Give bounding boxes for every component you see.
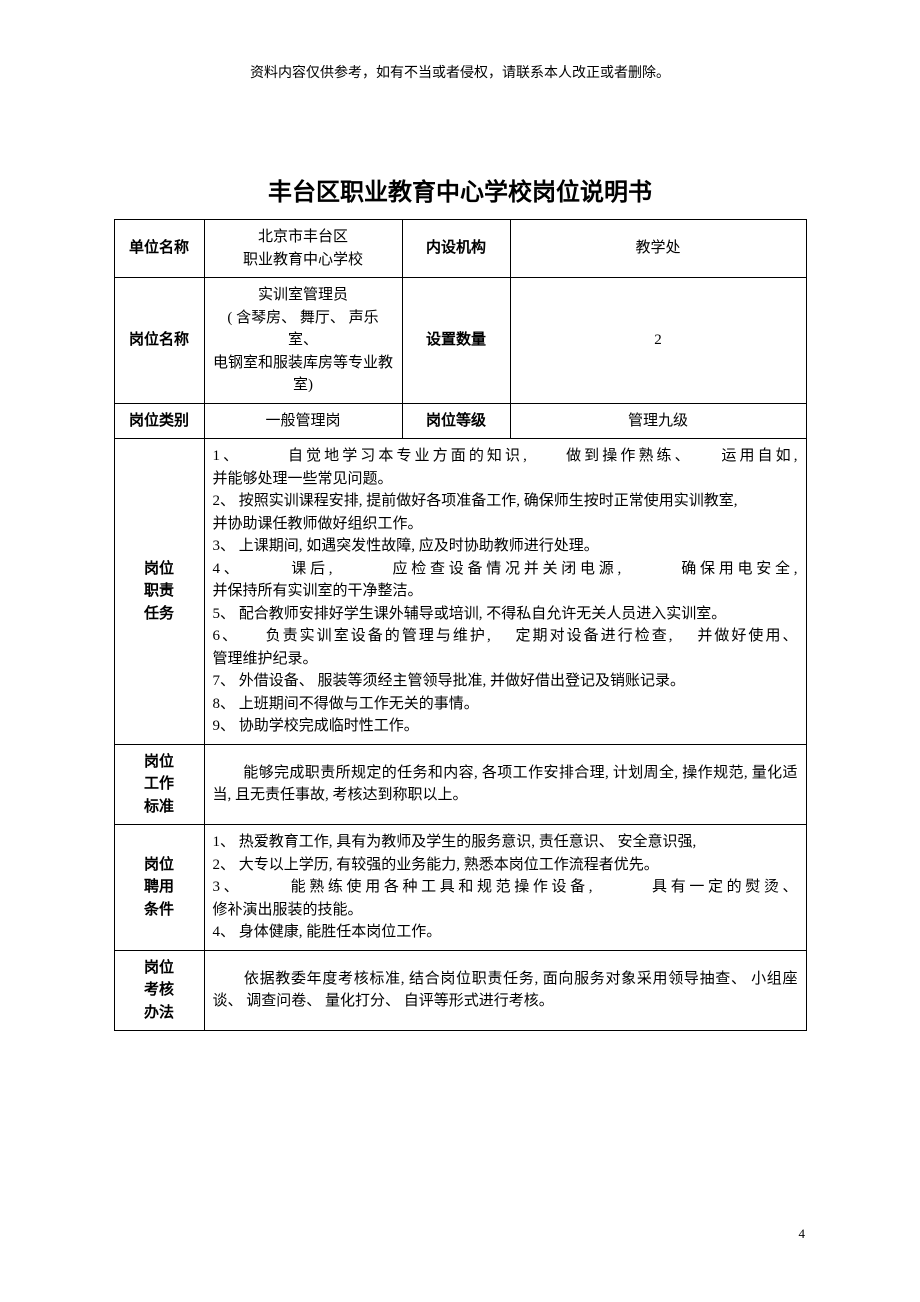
hire-3b: 修补演出服装的技能。 bbox=[213, 899, 798, 922]
duty-label-1: 岗位 bbox=[144, 560, 174, 577]
unit-line2: 职业教育中心学校 bbox=[243, 252, 363, 268]
label-post-name: 岗位名称 bbox=[114, 278, 204, 404]
duty-7: 7、 外借设备、 服装等须经主管领导批准, 并做好借出登记及销账记录。 bbox=[213, 670, 798, 693]
label-set-qty: 设置数量 bbox=[402, 278, 510, 404]
job-spec-table: 单位名称 北京市丰台区 职业教育中心学校 内设机构 教学处 岗位名称 实训室管理… bbox=[114, 219, 807, 1031]
value-evaluation: 依据教委年度考核标准, 结合岗位职责任务, 面向服务对象采用领导抽查、 小组座谈… bbox=[204, 950, 806, 1031]
label-evaluation: 岗位 考核 办法 bbox=[114, 950, 204, 1031]
duty-8: 8、 上班期间不得做与工作无关的事情。 bbox=[213, 693, 798, 716]
duty-3: 3、 上课期间, 如遇突发性故障, 应及时协助教师进行处理。 bbox=[213, 535, 798, 558]
std-label-1: 岗位 bbox=[144, 753, 174, 770]
label-unit-name: 单位名称 bbox=[114, 220, 204, 278]
duty-6b: 管理维护纪录。 bbox=[213, 648, 798, 671]
hire-4: 4、 身体健康, 能胜任本岗位工作。 bbox=[213, 921, 798, 944]
hire-label-3: 条件 bbox=[144, 901, 174, 918]
value-standard: 能够完成职责所规定的任务和内容, 各项工作安排合理, 计划周全, 操作规范, 量… bbox=[204, 744, 806, 825]
eval-label-2: 考核 bbox=[144, 981, 174, 998]
label-inner-org: 内设机构 bbox=[402, 220, 510, 278]
duty-label-3: 任务 bbox=[144, 605, 174, 622]
duty-1b: 并能够处理一些常见问题。 bbox=[213, 468, 798, 491]
value-duty: 1、 自觉地学习本专业方面的知识, 做到操作熟练、 运用自如, 并能够处理一些常… bbox=[204, 439, 806, 745]
value-set-qty: 2 bbox=[510, 278, 806, 404]
label-post-type: 岗位类别 bbox=[114, 403, 204, 439]
duty-label-2: 职责 bbox=[144, 582, 174, 599]
table-row: 单位名称 北京市丰台区 职业教育中心学校 内设机构 教学处 bbox=[114, 220, 806, 278]
header-note: 资料内容仅供参考，如有不当或者侵权，请联系本人改正或者删除。 bbox=[0, 0, 920, 82]
post-line2: ( 含琴房、 舞厅、 声乐室、 bbox=[227, 310, 378, 349]
table-row: 岗位 职责 任务 1、 自觉地学习本专业方面的知识, 做到操作熟练、 运用自如,… bbox=[114, 439, 806, 745]
duty-2a: 2、 按照实训课程安排, 提前做好各项准备工作, 确保师生按时正常使用实训教室, bbox=[213, 490, 798, 513]
table-row: 岗位 聘用 条件 1、 热爱教育工作, 具有为教师及学生的服务意识, 责任意识、… bbox=[114, 825, 806, 951]
unit-line1: 北京市丰台区 bbox=[258, 229, 348, 245]
table-row: 岗位 工作 标准 能够完成职责所规定的任务和内容, 各项工作安排合理, 计划周全… bbox=[114, 744, 806, 825]
duty-2b: 并协助课任教师做好组织工作。 bbox=[213, 513, 798, 536]
label-duty: 岗位 职责 任务 bbox=[114, 439, 204, 745]
eval-label-1: 岗位 bbox=[144, 959, 174, 976]
duty-5: 5、 配合教师安排好学生课外辅导或培训, 不得私自允许无关人员进入实训室。 bbox=[213, 603, 798, 626]
duty-6a: 6、 负责实训室设备的管理与维护, 定期对设备进行检查, 并做好使用、 bbox=[213, 625, 798, 648]
value-unit-name: 北京市丰台区 职业教育中心学校 bbox=[204, 220, 402, 278]
value-post-name: 实训室管理员 ( 含琴房、 舞厅、 声乐室、 电钢室和服装库房等专业教 室) bbox=[204, 278, 402, 404]
duty-4b: 并保持所有实训室的干净整洁。 bbox=[213, 580, 798, 603]
value-hire: 1、 热爱教育工作, 具有为教师及学生的服务意识, 责任意识、 安全意识强, 2… bbox=[204, 825, 806, 951]
page-number: 4 bbox=[799, 1226, 806, 1242]
post-line3: 电钢室和服装库房等专业教 bbox=[213, 355, 393, 371]
value-post-level: 管理九级 bbox=[510, 403, 806, 439]
label-post-level: 岗位等级 bbox=[402, 403, 510, 439]
hire-label-1: 岗位 bbox=[144, 856, 174, 873]
value-inner-org: 教学处 bbox=[510, 220, 806, 278]
label-hire: 岗位 聘用 条件 bbox=[114, 825, 204, 951]
duty-4a: 4、 课后, 应检查设备情况并关闭电源, 确保用电安全, bbox=[213, 558, 798, 581]
std-label-3: 标准 bbox=[144, 798, 174, 815]
hire-3a: 3、 能熟练使用各种工具和规范操作设备, 具有一定的熨烫、 bbox=[213, 876, 798, 899]
duty-9: 9、 协助学校完成临时性工作。 bbox=[213, 715, 798, 738]
hire-1: 1、 热爱教育工作, 具有为教师及学生的服务意识, 责任意识、 安全意识强, bbox=[213, 831, 798, 854]
document-title: 丰台区职业教育中心学校岗位说明书 bbox=[0, 172, 920, 207]
label-standard: 岗位 工作 标准 bbox=[114, 744, 204, 825]
hire-label-2: 聘用 bbox=[144, 878, 174, 895]
post-line1: 实训室管理员 bbox=[258, 287, 348, 303]
eval-label-3: 办法 bbox=[144, 1004, 174, 1021]
duty-1a: 1、 自觉地学习本专业方面的知识, 做到操作熟练、 运用自如, bbox=[213, 445, 798, 468]
post-line4: 室) bbox=[293, 377, 313, 393]
table-row: 岗位名称 实训室管理员 ( 含琴房、 舞厅、 声乐室、 电钢室和服装库房等专业教… bbox=[114, 278, 806, 404]
std-label-2: 工作 bbox=[144, 775, 174, 792]
table-row: 岗位类别 一般管理岗 岗位等级 管理九级 bbox=[114, 403, 806, 439]
value-post-type: 一般管理岗 bbox=[204, 403, 402, 439]
table-row: 岗位 考核 办法 依据教委年度考核标准, 结合岗位职责任务, 面向服务对象采用领… bbox=[114, 950, 806, 1031]
hire-2: 2、 大专以上学历, 有较强的业务能力, 熟悉本岗位工作流程者优先。 bbox=[213, 854, 798, 877]
